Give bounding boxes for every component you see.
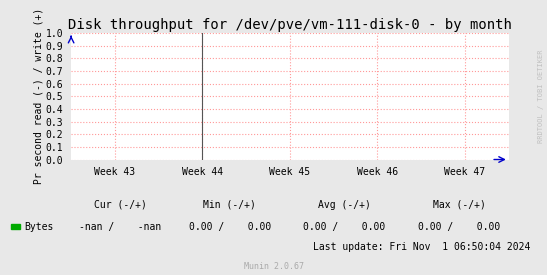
Text: -nan /    -nan: -nan / -nan [79,222,161,232]
Text: Avg (-/+): Avg (-/+) [318,200,371,210]
Text: Last update: Fri Nov  1 06:50:04 2024: Last update: Fri Nov 1 06:50:04 2024 [313,243,531,252]
Text: Max (-/+): Max (-/+) [433,200,486,210]
Text: 0.00 /    0.00: 0.00 / 0.00 [304,222,386,232]
Text: Munin 2.0.67: Munin 2.0.67 [243,262,304,271]
Text: 0.00 /    0.00: 0.00 / 0.00 [418,222,501,232]
Y-axis label: Pr second read (-) / write (+): Pr second read (-) / write (+) [33,8,43,184]
Text: Cur (-/+): Cur (-/+) [94,200,147,210]
Title: Disk throughput for /dev/pve/vm-111-disk-0 - by month: Disk throughput for /dev/pve/vm-111-disk… [68,18,512,32]
Text: Min (-/+): Min (-/+) [203,200,256,210]
Text: 0.00 /    0.00: 0.00 / 0.00 [189,222,271,232]
Text: Bytes: Bytes [25,222,54,232]
Text: RRDTOOL / TOBI OETIKER: RRDTOOL / TOBI OETIKER [538,50,544,143]
